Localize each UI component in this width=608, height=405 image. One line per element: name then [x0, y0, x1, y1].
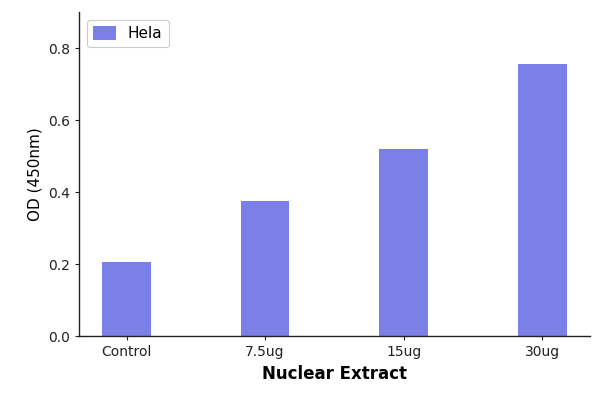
Y-axis label: OD (450nm): OD (450nm) — [27, 127, 43, 221]
Bar — [102, 262, 151, 336]
Bar — [379, 149, 428, 336]
Bar — [518, 64, 567, 336]
Legend: Hela: Hela — [87, 20, 168, 47]
X-axis label: Nuclear Extract: Nuclear Extract — [262, 365, 407, 383]
Bar — [241, 201, 289, 336]
